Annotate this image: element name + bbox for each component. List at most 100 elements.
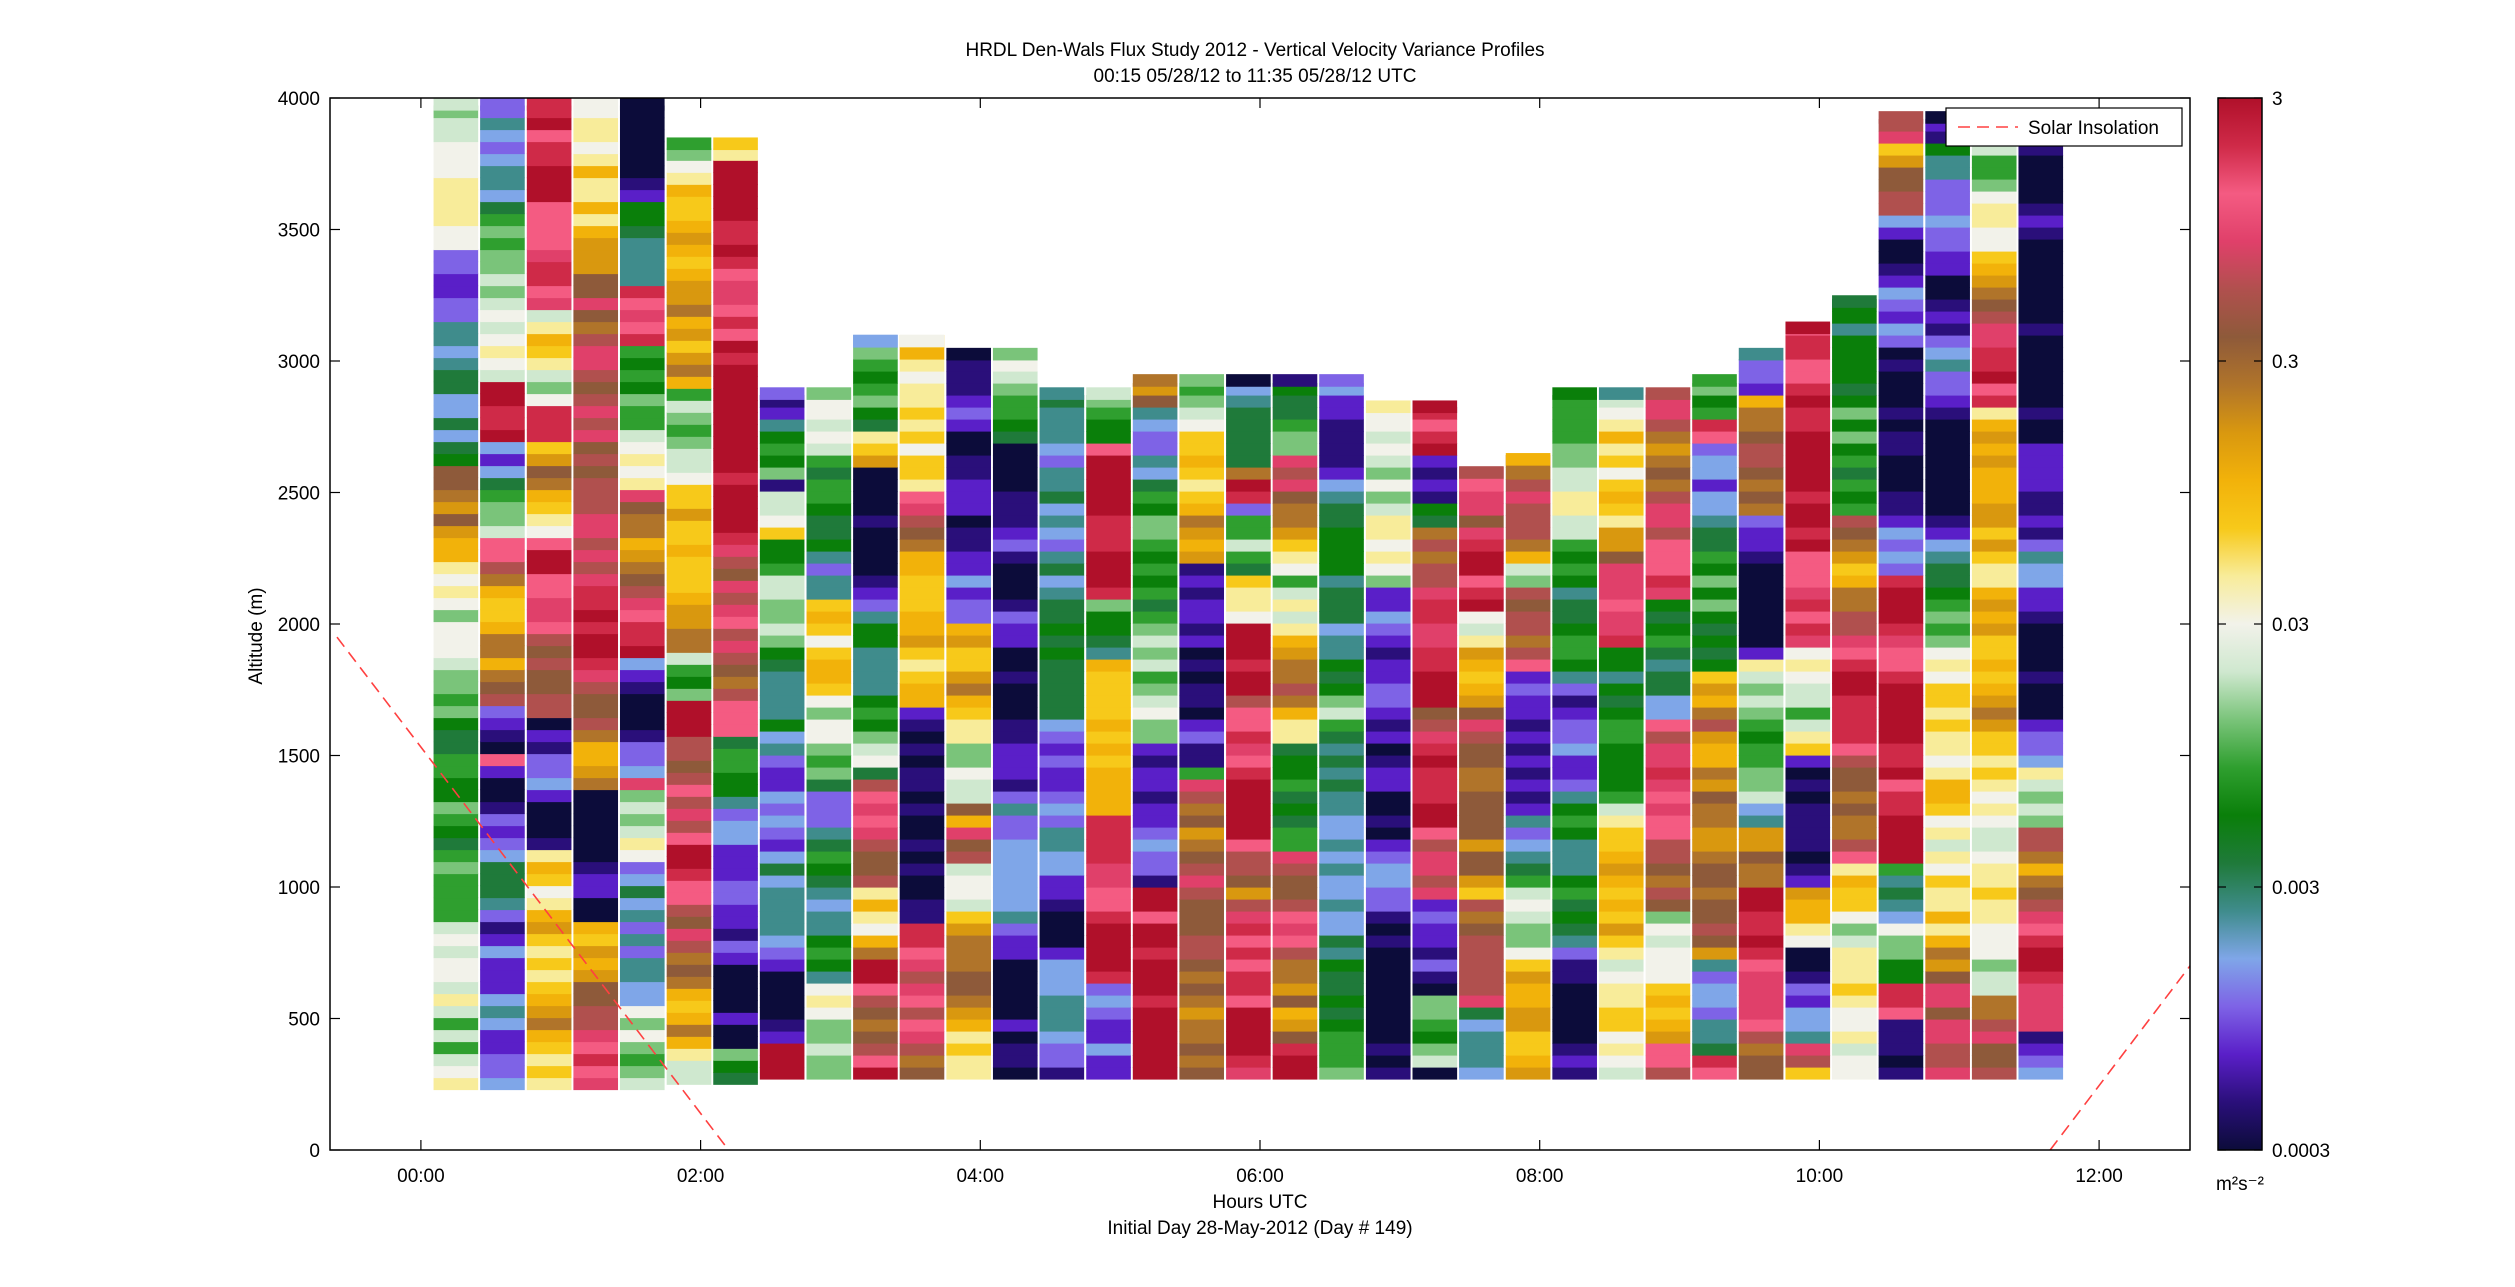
profile-cell <box>1971 1030 2017 1044</box>
profile-cell <box>526 129 572 143</box>
profile-cell <box>1086 838 1131 852</box>
profile-cell <box>992 502 1038 516</box>
profile-cell <box>992 1006 1038 1020</box>
profile-cell <box>1925 274 1970 288</box>
profile-cell <box>713 424 758 437</box>
profile-cell <box>1552 670 1597 684</box>
profile-cell <box>992 1066 1038 1080</box>
profile-cell <box>666 472 712 485</box>
profile-cell <box>899 490 945 504</box>
profile-cell <box>1039 910 1085 924</box>
profile-cell <box>992 370 1038 384</box>
profile-cell <box>1878 646 1924 660</box>
profile-cell <box>433 141 479 155</box>
profile-cell <box>480 849 525 863</box>
profile-cell <box>759 387 805 400</box>
profile-cell <box>1598 958 1644 972</box>
profile-cell <box>1319 1030 1364 1044</box>
profile-cell <box>2018 970 2064 984</box>
profile-cell <box>759 742 805 756</box>
profile-cell <box>526 381 572 395</box>
profile-cell <box>573 261 619 275</box>
profile-cell <box>1552 754 1597 768</box>
profile-cell <box>1505 622 1551 636</box>
profile-cell <box>433 381 479 395</box>
profile-cell <box>1832 382 1877 396</box>
profile-cell <box>1179 1054 1224 1068</box>
profile-cell <box>1832 502 1877 516</box>
profile-cell <box>619 477 665 491</box>
profile-cell <box>619 333 665 347</box>
profile-cell <box>1971 418 2017 432</box>
profile-cell <box>666 784 712 797</box>
profile-cell <box>1645 1030 1691 1044</box>
profile-cell <box>480 669 525 683</box>
profile-cell <box>1785 670 1831 684</box>
profile-cell <box>1319 814 1364 828</box>
profile-cell <box>619 561 665 575</box>
profile-cell <box>899 850 945 864</box>
profile-cell <box>899 1018 945 1032</box>
profile-cell <box>1039 886 1085 900</box>
profile-cell <box>1505 514 1551 528</box>
profile-cell <box>853 898 898 912</box>
profile-cell <box>1738 970 1784 984</box>
profile-column <box>853 334 898 1080</box>
profile-cell <box>1365 646 1411 660</box>
profile-cell <box>1785 490 1831 504</box>
profile-cell <box>1785 742 1831 756</box>
profile-cell <box>2018 814 2064 828</box>
y-tick-label: 4000 <box>278 89 320 110</box>
profile-cell <box>480 681 525 695</box>
profile-cell <box>1552 538 1597 552</box>
profile-cell <box>619 789 665 803</box>
profile-cell <box>526 705 572 719</box>
profile-cell <box>853 850 898 864</box>
profile-cell <box>1319 586 1364 600</box>
profile-cell <box>1086 718 1131 732</box>
profile-cell <box>1552 1054 1597 1068</box>
profile-cell <box>2018 1042 2064 1056</box>
profile-cell <box>1459 898 1504 912</box>
profile-cell <box>526 861 572 875</box>
profile-cell <box>806 946 852 960</box>
profile-cell <box>1692 790 1737 804</box>
profile-cell <box>1598 838 1644 852</box>
profile-cell <box>573 98 619 111</box>
profile-cell <box>1179 526 1224 540</box>
profile-cell <box>666 640 712 653</box>
profile-cell <box>433 345 479 359</box>
profile-cell <box>1319 730 1364 744</box>
profile-cell <box>480 813 525 827</box>
profile-cell <box>853 1006 898 1020</box>
profile-cell <box>666 137 712 151</box>
profile-cell <box>946 370 992 384</box>
profile-cell <box>1505 850 1551 864</box>
profile-cell <box>1039 802 1085 816</box>
profile-column <box>1738 347 1784 1080</box>
profile-cell <box>619 237 665 251</box>
profile-cell <box>1925 562 1970 576</box>
profile-cell <box>1552 514 1597 528</box>
profile-cell <box>2018 490 2064 504</box>
profile-cell <box>526 933 572 947</box>
profile-cell <box>1272 730 1318 744</box>
profile-cell <box>1552 730 1597 744</box>
profile-cell <box>946 850 992 864</box>
profile-cell <box>1086 1066 1131 1080</box>
profile-cell <box>1925 802 1970 816</box>
profile-cell <box>1738 898 1784 912</box>
profile-cell <box>1878 598 1924 612</box>
profile-cell <box>1505 802 1551 816</box>
profile-cell <box>759 598 805 612</box>
profile-cell <box>1878 910 1924 924</box>
profile-cell <box>433 705 479 719</box>
profile-cell <box>1179 622 1224 636</box>
profile-cell <box>1832 538 1877 552</box>
profile-cell <box>1505 814 1551 828</box>
profile-cell <box>619 201 665 215</box>
profile-cell <box>1692 634 1737 648</box>
profile-cell <box>1412 742 1458 756</box>
profile-cell <box>1598 526 1644 540</box>
profile-cell <box>853 442 898 456</box>
